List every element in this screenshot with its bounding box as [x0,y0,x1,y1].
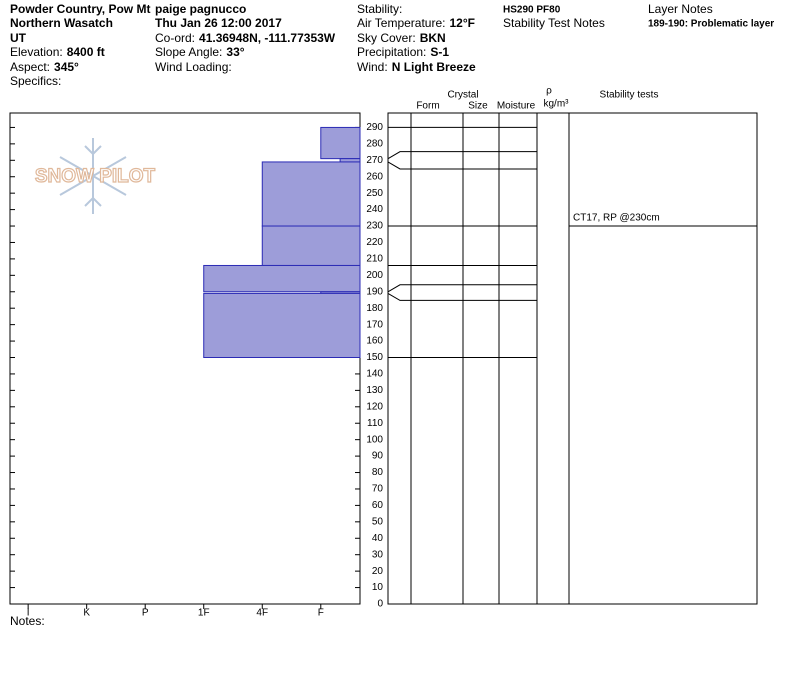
column-header: ρ [546,86,552,97]
label: Elevation: [10,45,63,59]
hardness-bar [261,225,361,266]
hardness-bar [203,264,361,293]
state: UT [10,31,27,45]
depth-label: 20 [372,566,384,577]
depth-label: 110 [367,418,383,429]
depth-label: 140 [366,369,383,380]
hardness-bar [203,292,361,358]
column-header: Crystal [447,90,478,101]
depth-label: 210 [366,254,383,265]
depth-label: 200 [366,270,383,281]
depth-label: 290 [366,122,383,133]
observer: paige pagnucco [155,2,246,16]
precipitation: Precipitation: S-1 [357,45,449,59]
air-temp: Air Temperature: 12°F [357,16,475,30]
depth-label: 50 [372,516,384,527]
hardness-label: P [142,608,149,619]
label: Wind: [357,60,388,74]
layer-note: 189-190: Problematic layer [648,19,774,30]
specifics: Specifics: [10,74,61,88]
depth-label: 170 [366,319,383,330]
depth-label: 270 [366,155,383,166]
depth-label: 250 [366,188,383,199]
column-header: Moisture [497,101,536,112]
depth-label: 70 [372,484,384,495]
range: Northern Wasatch [10,16,113,30]
wind: Wind: N Light Breeze [357,60,476,74]
stability-notes-title: Stability Test Notes [503,16,605,30]
test-label: CT17, RP @230cm [573,213,660,224]
label: Aspect: [10,60,50,74]
value: S-1 [430,45,449,59]
depth-label: 60 [372,500,384,511]
column-header: Form [416,101,439,112]
elevation: Elevation: 8400 ft [10,45,105,59]
sky-cover: Sky Cover: BKN [357,31,446,45]
depth-label: 280 [366,139,383,150]
depth-label: 220 [366,237,383,248]
watermark: SNOW PILOT [35,166,156,187]
coord: Co-ord: 41.36948N, -111.77353W [155,31,336,45]
depth-label: 0 [377,599,383,610]
value: 345° [54,60,79,74]
depth-label: 30 [372,549,384,560]
label: Sky Cover: [357,31,416,45]
wind-loading: Wind Loading: [155,60,232,74]
column-header: kg/m³ [544,99,570,110]
depth-label: 150 [366,352,383,363]
column-header: Stability tests [600,90,659,101]
layer-boundary [387,284,537,293]
hardness-frame [9,112,361,605]
summary: HS290 PF80 [503,5,561,16]
depth-label: 230 [366,221,383,232]
label: Slope Angle: [155,45,222,59]
value: N Light Breeze [392,60,476,74]
datetime: Thu Jan 26 12:00 2017 [155,16,282,30]
hardness-label: 1F [198,608,210,619]
label: Air Temperature: [357,16,445,30]
value: 41.36948N, -111.77353W [199,31,336,45]
hardness-bar [261,161,361,227]
depth-label: 10 [372,582,384,593]
notes-label: Notes: [10,614,45,628]
depth-label: 160 [366,336,383,347]
aspect: Aspect: 345° [10,60,79,74]
layer-boundary [387,151,537,160]
depth-label: 190 [366,286,383,297]
depth-label: 100 [366,434,383,445]
hardness-label: F [318,608,324,619]
layer-notes-title: Layer Notes [648,2,713,16]
value: 8400 ft [67,45,105,59]
hardness-label: I [27,608,30,619]
column-header: Size [468,101,488,112]
layer-boundary [387,292,537,301]
slope: Slope Angle: 33° [155,45,245,59]
stability: Stability: [357,2,402,16]
depth-label: 240 [366,204,383,215]
table-frame [387,112,758,605]
hardness-label: K [83,608,90,619]
value: 33° [226,45,244,59]
depth-label: 180 [366,303,383,314]
depth-label: 90 [372,451,384,462]
depth-label: 80 [372,467,384,478]
depth-label: 130 [366,385,383,396]
depth-label: 40 [372,533,384,544]
label: Precipitation: [357,45,426,59]
depth-label: 260 [366,171,383,182]
hardness-bar [320,126,361,160]
location: Powder Country, Pow Mt [10,2,150,16]
hardness-label: 4F [256,608,268,619]
value: BKN [420,31,446,45]
table-columns [410,113,570,604]
watermark-flake [59,138,127,214]
depth-label: 120 [366,401,383,412]
layer-boundary [387,161,537,170]
value: 12°F [449,16,474,30]
label: Co-ord: [155,31,195,45]
